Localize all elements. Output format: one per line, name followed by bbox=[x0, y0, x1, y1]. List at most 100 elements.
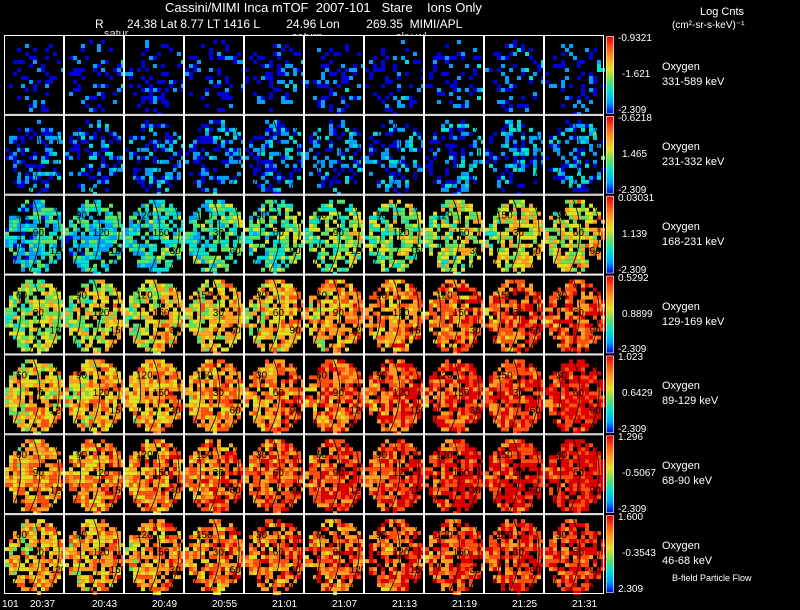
pixel-cell bbox=[373, 244, 377, 248]
pixel-cell bbox=[257, 336, 261, 340]
pixel-cell bbox=[21, 248, 25, 252]
pixel-cell bbox=[581, 72, 585, 76]
pixel-cell bbox=[165, 252, 169, 256]
pixel-cell bbox=[161, 204, 165, 208]
pixel-cell bbox=[513, 164, 517, 168]
pixel-cell bbox=[553, 56, 557, 60]
pixel-cell bbox=[273, 244, 277, 248]
pixel-cell bbox=[165, 72, 169, 76]
pixel-cell bbox=[73, 148, 77, 152]
pixel-cell bbox=[313, 224, 317, 228]
pixel-cell bbox=[509, 320, 513, 324]
pixel-cell bbox=[393, 216, 397, 220]
pixel-cell bbox=[25, 44, 29, 48]
pixel-cell bbox=[333, 80, 337, 84]
pixel-cell bbox=[101, 136, 105, 140]
pixel-cell bbox=[261, 348, 265, 352]
pixel-cell bbox=[509, 200, 513, 204]
pixel-cell bbox=[573, 148, 577, 152]
pixel-cell bbox=[561, 60, 565, 64]
pixel-cell bbox=[409, 212, 413, 216]
pixel-cell bbox=[593, 240, 597, 244]
pixel-cell bbox=[337, 280, 341, 284]
pixel-cell bbox=[533, 60, 537, 64]
pixel-cell bbox=[205, 252, 209, 256]
pixel-cell bbox=[309, 248, 313, 252]
pixel-cell bbox=[473, 88, 477, 92]
pixel-cell bbox=[453, 216, 457, 220]
pixel-cell bbox=[349, 132, 353, 136]
pixel-cell bbox=[521, 72, 525, 76]
pixel-cell bbox=[41, 172, 45, 176]
pixel-cell bbox=[281, 132, 285, 136]
pixel-cell bbox=[41, 204, 45, 208]
pixel-cell bbox=[497, 256, 501, 260]
pixel-cell bbox=[69, 136, 73, 140]
pixel-cell bbox=[457, 284, 461, 288]
pixel-cell bbox=[329, 92, 333, 96]
pixel-cell bbox=[505, 204, 509, 208]
pixel-cell bbox=[289, 300, 293, 304]
pixel-cell bbox=[385, 184, 389, 188]
pixel-cell bbox=[65, 308, 69, 312]
pixel-cell bbox=[581, 136, 585, 140]
pixel-cell bbox=[469, 168, 473, 172]
pixel-cell bbox=[337, 108, 341, 112]
pixel-cell bbox=[517, 284, 521, 288]
pixel-cell bbox=[345, 320, 349, 324]
pixel-cell bbox=[325, 148, 329, 152]
pixel-cell bbox=[245, 80, 249, 84]
pixel-cell bbox=[449, 224, 453, 228]
pixel-cell bbox=[461, 184, 465, 188]
pixel-cell bbox=[517, 104, 521, 108]
pixel-cell bbox=[409, 84, 413, 88]
pixel-cell bbox=[305, 232, 309, 236]
pixel-cell bbox=[41, 200, 45, 204]
pixel-cell bbox=[161, 252, 165, 256]
pixel-cell bbox=[505, 328, 509, 332]
pixel-cell bbox=[73, 88, 77, 92]
pixel-cell bbox=[577, 64, 581, 68]
pixel-cell bbox=[457, 176, 461, 180]
pixel-cell bbox=[129, 248, 133, 252]
pixel-cell bbox=[405, 184, 409, 188]
pixel-cell bbox=[449, 64, 453, 68]
pixel-cell bbox=[221, 296, 225, 300]
pixel-cell bbox=[149, 280, 153, 284]
pixel-cell bbox=[169, 292, 173, 296]
pixel-cell bbox=[173, 80, 177, 84]
pixel-cell bbox=[89, 152, 93, 156]
pixel-cell bbox=[93, 84, 97, 88]
pixel-cell bbox=[125, 232, 129, 236]
pixel-cell bbox=[513, 212, 517, 216]
pixel-cell bbox=[425, 316, 429, 320]
pixel-cell bbox=[405, 60, 409, 64]
pixel-cell bbox=[529, 216, 533, 220]
pixel-cell bbox=[85, 284, 89, 288]
pixel-cell bbox=[153, 56, 157, 60]
pixel-cell bbox=[49, 44, 53, 48]
pixel-cell bbox=[457, 180, 461, 184]
pixel-cell bbox=[285, 288, 289, 292]
pixel-cell bbox=[45, 332, 49, 336]
pixel-cell bbox=[157, 200, 161, 204]
pixel-cell bbox=[97, 256, 101, 260]
pixel-cell bbox=[81, 168, 85, 172]
pixel-cell bbox=[161, 92, 165, 96]
pixel-cell bbox=[389, 224, 393, 228]
pixel-cell bbox=[225, 248, 229, 252]
pixel-cell bbox=[501, 128, 505, 132]
contour-label: 30 bbox=[170, 246, 182, 257]
pixel-cell bbox=[89, 156, 93, 160]
pixel-cell bbox=[325, 336, 329, 340]
pixel-cell bbox=[561, 180, 565, 184]
pixel-cell bbox=[501, 232, 505, 236]
pixel-cell bbox=[597, 64, 601, 68]
pixel-cell bbox=[449, 244, 453, 248]
pixel-cell bbox=[509, 104, 513, 108]
pixel-cell bbox=[369, 296, 373, 300]
pixel-cell bbox=[29, 176, 33, 180]
pixel-cell bbox=[9, 244, 13, 248]
pixel-cell bbox=[393, 96, 397, 100]
